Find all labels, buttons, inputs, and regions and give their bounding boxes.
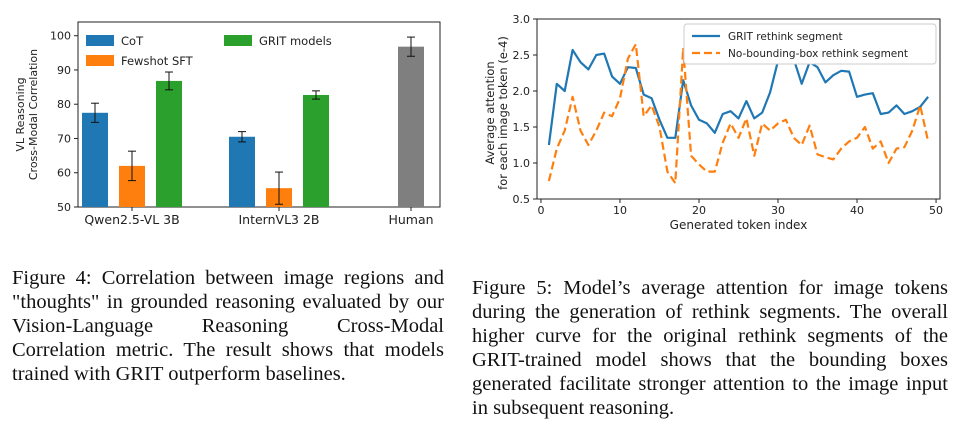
figure-4-bar-chart: 50 60 70 80 90 100 VL Reasoning Cross-Modal Cor…	[0, 0, 470, 245]
figure-5-caption: Figure 5: Model’s average attention for …	[472, 276, 948, 419]
figure-4-caption: Figure 4: Correlation between image regi…	[12, 266, 444, 385]
y-axis-label: VL Reasoning	[14, 77, 27, 151]
y-tick-label: 90	[57, 64, 71, 77]
bar-chart-svg: 50 60 70 80 90 100 VL Reasoning Cross-Modal Cor…	[14, 21, 441, 227]
x-tick-label: Qwen2.5-VL 3B	[84, 212, 179, 227]
x-tick-label: 0	[537, 204, 544, 217]
x-axis-label: Generated token index	[670, 218, 808, 232]
x-tick-label: 10	[613, 204, 627, 217]
legend-swatch	[224, 35, 252, 46]
y-tick-label: 1.0	[513, 157, 531, 170]
y-tick-label: 50	[57, 201, 71, 214]
series-line-grit	[547, 48, 929, 146]
y-axis-label: Cross-Modal Correlation	[27, 49, 40, 180]
y-tick-label: 60	[57, 167, 71, 180]
legend-label: No-bounding-box rethink segment	[728, 48, 908, 60]
series-line-no-bbox	[547, 43, 930, 185]
x-tick-label: 20	[692, 204, 706, 217]
y-tick-label: 80	[57, 98, 71, 111]
legend-label: Fewshot SFT	[121, 54, 194, 68]
x-tick-label: InternVL3 2B	[238, 212, 319, 227]
y-tick-label: 0.5	[513, 193, 531, 206]
bar	[398, 46, 424, 207]
y-tick-label: 1.5	[513, 121, 531, 134]
plot-frame	[536, 18, 941, 200]
bar	[303, 94, 329, 207]
y-axis-label: Average attention	[483, 61, 497, 164]
legend-label: GRIT models	[259, 34, 332, 48]
legend-box	[683, 23, 937, 65]
bar	[156, 80, 182, 207]
x-tick-label: Human	[388, 212, 433, 227]
plot-frame	[77, 21, 441, 208]
y-tick-label: 3.0	[513, 13, 531, 26]
legend-swatch	[86, 35, 114, 46]
legend-label: GRIT rethink segment	[728, 31, 843, 43]
bar	[82, 112, 108, 207]
legend-label: CoT	[121, 34, 144, 48]
y-tick-label: 70	[57, 132, 71, 145]
y-tick-label: 100	[50, 30, 71, 43]
y-tick-label: 2.0	[513, 85, 531, 98]
x-tick-label: 30	[771, 204, 785, 217]
figure-5-line-chart: 0.5 1.0 1.5 2.0 2.5 3.0 0 10 20 30 40 50 Generated t…	[470, 0, 975, 245]
legend-swatch	[86, 55, 114, 66]
line-chart-svg: 0.5 1.0 1.5 2.0 2.5 3.0 0 10 20 30 40 50 Generated t…	[483, 13, 943, 232]
x-tick-label: 50	[929, 204, 943, 217]
y-tick-label: 2.5	[513, 49, 531, 62]
y-axis-label: for each image token (e-4)	[496, 36, 510, 190]
x-tick-label: 40	[850, 204, 864, 217]
bar	[229, 136, 255, 207]
